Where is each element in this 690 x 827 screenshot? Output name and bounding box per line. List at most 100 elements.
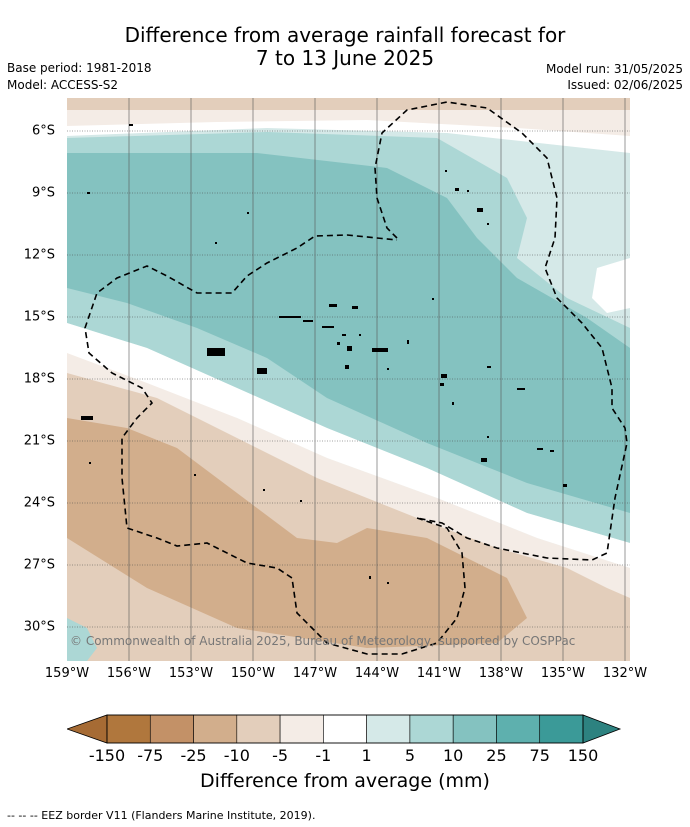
island-36 [194, 474, 196, 476]
colorbar-tick-label: 150 [567, 746, 599, 765]
island-2 [247, 212, 249, 214]
lat-label-6s: 6°S [31, 123, 55, 139]
lon-label-141w: 141°W [416, 666, 462, 681]
colorbar-tick-label: -5 [272, 746, 289, 765]
island-26 [440, 383, 444, 386]
lon-label-138w: 138°W [478, 666, 524, 681]
island-7 [477, 208, 483, 212]
colorbar-tick-label: 75 [529, 746, 550, 765]
island-21 [257, 368, 267, 374]
island-12 [329, 304, 337, 307]
lat-label-21s: 21°S [23, 433, 55, 449]
copyright-text: © Commonwealth of Australia 2025, Bureau… [70, 634, 576, 648]
colorbar-cell [236, 714, 281, 744]
lat-label-18s: 18°S [23, 371, 55, 387]
island-32 [537, 448, 543, 450]
neutral-patch-east [592, 258, 630, 313]
island-34 [563, 484, 567, 487]
island-16 [359, 334, 361, 336]
island-8 [487, 223, 489, 225]
map-title-line1: Difference from average rainfall forecas… [124, 23, 566, 47]
colorbar-cell [539, 714, 584, 744]
island-14 [322, 326, 334, 328]
lon-label-147w: 147°W [292, 666, 338, 681]
island-24 [407, 340, 409, 344]
lat-label-15s: 15°S [23, 309, 55, 325]
colorbar-tick-label: 1 [361, 746, 372, 765]
eez-border-central [84, 234, 466, 655]
island-18 [347, 346, 352, 351]
eez-borders [84, 101, 628, 655]
island-6 [467, 190, 469, 192]
island-5 [455, 188, 459, 191]
island-35 [89, 462, 91, 464]
colorbar-tick-label: 5 [404, 746, 415, 765]
longitude-gridlines [128, 98, 626, 661]
island-17 [337, 342, 340, 345]
islands [81, 124, 567, 584]
dry-band-top [67, 98, 630, 110]
island-41 [129, 124, 133, 126]
island-4 [445, 170, 447, 172]
wet-band-10 [67, 153, 630, 513]
map-canvas [67, 98, 630, 661]
lat-label-9s: 9°S [31, 185, 55, 201]
island-9 [432, 298, 434, 300]
island-25 [441, 374, 447, 378]
model-text: Model: ACCESS-S2 [7, 78, 119, 92]
colorbar-arrow-left [67, 714, 108, 744]
colorbar-cell [193, 714, 238, 744]
island-29 [452, 402, 454, 405]
colorbar-cell [366, 714, 411, 744]
lon-label-153w: 153°W [168, 666, 214, 681]
island-30 [487, 436, 489, 438]
island-15 [342, 334, 346, 336]
colorbar-cell [452, 714, 497, 744]
island-20 [207, 348, 225, 356]
lon-label-159w: 159°W [44, 666, 90, 681]
colorbar-tick-label: 10 [442, 746, 464, 765]
colorbar-tick-label: -150 [88, 746, 126, 765]
lon-label-156w: 156°W [106, 666, 152, 681]
colorbar-tick-label: -25 [180, 746, 207, 765]
island-42 [81, 416, 93, 420]
colorbar-cell [323, 714, 367, 744]
lat-label-24s: 24°S [23, 495, 55, 511]
colorbar-tick-label: -1 [315, 746, 332, 765]
island-13 [352, 306, 358, 309]
lat-label-12s: 12°S [23, 247, 55, 263]
colorbar-tick-label: -75 [137, 746, 164, 765]
island-37 [263, 489, 265, 491]
island-23 [387, 368, 389, 370]
colorbar-tick-label: -10 [223, 746, 250, 765]
island-1 [87, 192, 90, 194]
eez-legend: -- -- -- EEZ border V11 (Flanders Marine… [7, 809, 316, 822]
rainfall-anomaly-map [67, 98, 630, 661]
island-27 [487, 366, 491, 368]
base-period-text: Base period: 1981-2018 [7, 61, 152, 75]
model-run-text: Model run: 31/05/2025 [545, 62, 683, 76]
light-dry-band-top [67, 110, 630, 136]
colorbar-cell [279, 714, 324, 744]
colorbar-tick-label: 25 [486, 746, 507, 765]
island-28 [517, 388, 525, 390]
lon-label-150w: 150°W [230, 666, 276, 681]
island-39 [369, 576, 371, 579]
colorbar [67, 714, 622, 744]
island-22 [345, 365, 349, 369]
lon-label-135w: 135°W [540, 666, 586, 681]
lon-label-144w: 144°W [354, 666, 400, 681]
island-33 [550, 450, 554, 452]
island-38 [300, 500, 302, 502]
island-19 [372, 348, 388, 352]
island-10 [279, 316, 301, 318]
issued-text: Issued: 02/06/2025 [567, 78, 683, 92]
lon-label-132w: 132°W [602, 666, 648, 681]
map-title-line2: 7 to 13 June 2025 [255, 46, 435, 70]
neutral-band [67, 323, 630, 568]
colorbar-cells [106, 714, 584, 744]
dry-band-10 [67, 418, 527, 648]
colorbar-cell [409, 714, 454, 744]
island-40 [387, 582, 389, 584]
wet-patch-southwest [67, 618, 97, 661]
